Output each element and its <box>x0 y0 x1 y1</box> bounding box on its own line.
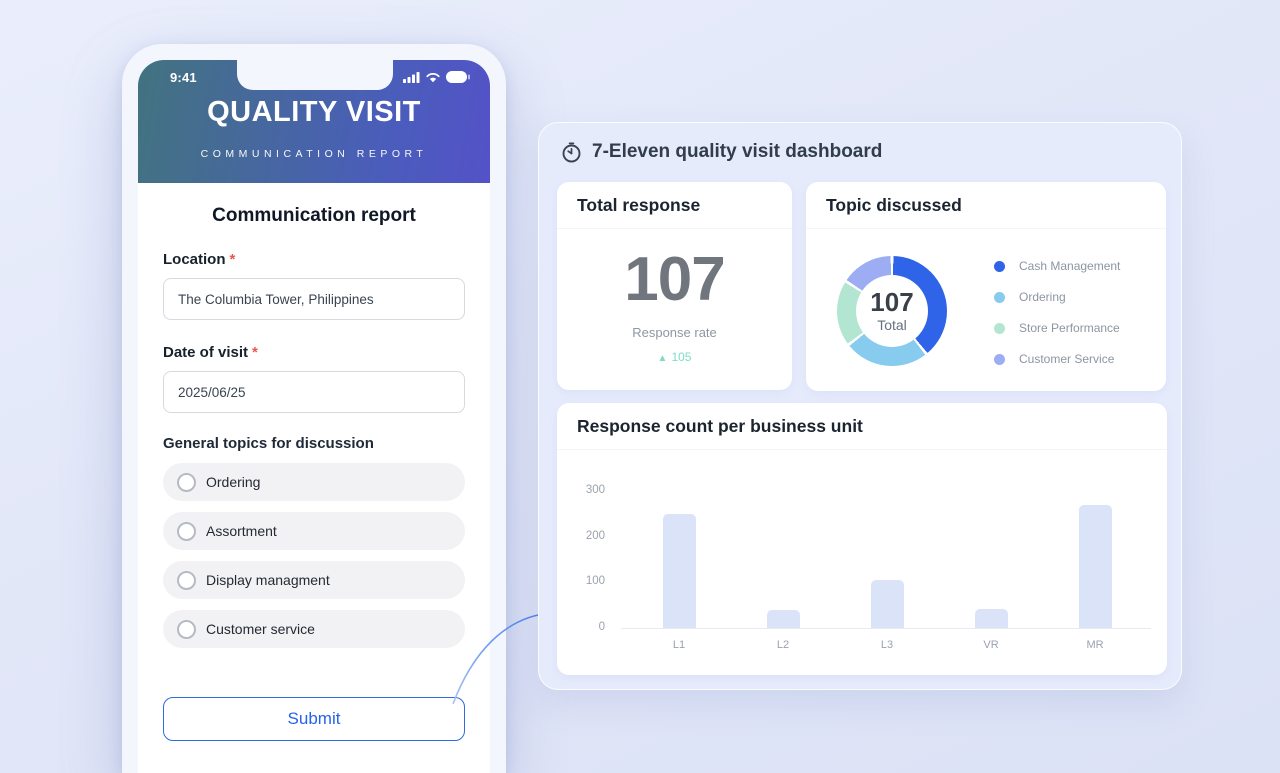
y-tick-label: 0 <box>598 621 605 633</box>
legend-label: Cash Management <box>1019 259 1121 273</box>
bar-series <box>627 403 1147 628</box>
dashboard-header: 7-Eleven quality visit dashboard <box>561 141 882 163</box>
y-tick-label: 200 <box>585 529 605 542</box>
topic-option-customer-service[interactable]: Customer service <box>163 610 465 648</box>
x-axis-line <box>621 628 1151 629</box>
donut-total-value: 107 <box>870 287 914 317</box>
legend-label: Customer Service <box>1019 352 1115 366</box>
phone-screen: 9:41 QUALITY VISIT COMMUNICATION <box>138 60 490 773</box>
radio-button[interactable] <box>177 472 196 492</box>
donut-total-label: Total <box>877 317 907 333</box>
bar-VR <box>974 609 1008 628</box>
topic-option-label: Assortment <box>206 523 277 539</box>
topic-option-assortment[interactable]: Assortment <box>163 512 465 550</box>
wifi-icon <box>426 72 440 82</box>
radio-button[interactable] <box>177 570 196 590</box>
radio-button[interactable] <box>177 619 196 639</box>
date-of-visit-input[interactable] <box>163 371 465 413</box>
response-rate-caption: Response rate <box>632 325 717 340</box>
location-label-text: Location <box>163 251 226 268</box>
dashboard-title: 7-Eleven quality visit dashboard <box>592 141 883 162</box>
topic-option-label: Ordering <box>206 474 261 490</box>
x-axis-labels: L1 L2 L3 VR MR <box>627 639 1147 651</box>
bar-L3 <box>870 580 904 628</box>
submit-button[interactable]: Submit <box>163 697 465 741</box>
x-tick-label: VR <box>983 639 999 651</box>
radio-button[interactable] <box>177 521 196 541</box>
legend-item-ordering: Ordering <box>994 290 1120 304</box>
location-input[interactable] <box>163 278 465 320</box>
y-tick-label: 300 <box>585 484 605 496</box>
response-count-card: Response count per business unit 0 100 200… <box>557 403 1167 675</box>
signal-icon <box>403 71 420 83</box>
donut-center: 107 Total <box>856 275 928 347</box>
form-heading: Communication report <box>212 205 416 226</box>
legend-dot <box>994 291 1005 303</box>
topic-discussed-title: Topic discussed <box>806 182 1166 229</box>
legend-label: Store Performance <box>1019 321 1120 335</box>
required-asterisk: * <box>229 251 236 268</box>
topics-donut-chart: 107 Total <box>837 256 947 366</box>
bar-L2 <box>766 610 800 628</box>
legend-item-cash-management: Cash Management <box>994 259 1120 273</box>
topic-option-display-management[interactable]: Display managment <box>163 561 465 599</box>
status-bar-time: 9:41 <box>170 70 197 85</box>
legend-item-customer-service: Customer Service <box>994 352 1120 366</box>
bar-L1 <box>662 514 696 628</box>
status-bar-icons <box>403 71 470 83</box>
total-response-value: 107 <box>624 245 725 314</box>
required-asterisk: * <box>252 344 258 361</box>
battery-icon <box>446 71 470 83</box>
app-subtitle: COMMUNICATION REPORT <box>200 148 428 160</box>
total-response-title: Total response <box>557 182 792 229</box>
legend-label: Ordering <box>1019 290 1066 304</box>
topic-option-label: Customer service <box>206 621 315 637</box>
legend-item-store-performance: Store Performance <box>994 321 1120 335</box>
app-title: QUALITY VISIT <box>207 96 421 128</box>
phone-notch <box>237 60 393 90</box>
communication-report-form: Communication report Location* Date of v… <box>138 205 490 741</box>
donut-legend: Cash Management Ordering Store Performan… <box>994 259 1120 366</box>
bar-MR <box>1078 505 1112 628</box>
x-tick-label: MR <box>1086 639 1104 651</box>
clock-icon <box>562 141 581 162</box>
topic-discussed-card: Topic discussed 107 Total Cash Managemen… <box>806 182 1166 391</box>
phone-mockup: 9:41 QUALITY VISIT COMMUNICATION <box>122 44 506 773</box>
response-count-title: Response count per business unit <box>557 403 1167 450</box>
dashboard-panel: 7-Eleven quality visit dashboard Total r… <box>538 122 1182 690</box>
x-tick-label: L3 <box>880 639 894 651</box>
date-of-visit-label: Date of visit * <box>163 344 465 361</box>
date-label-text: Date of visit <box>163 344 249 361</box>
topics-section-label: General topics for discussion <box>163 435 374 452</box>
topic-option-label: Display managment <box>206 572 330 588</box>
x-tick-label: L1 <box>672 639 686 651</box>
total-response-card: Total response 107 Response rate ▲ 105 <box>557 182 792 390</box>
y-tick-label: 100 <box>585 575 605 588</box>
response-rate-delta: ▲ 105 <box>557 350 792 364</box>
legend-dot <box>994 260 1005 272</box>
app-header: 9:41 QUALITY VISIT COMMUNICATION <box>138 60 490 183</box>
x-tick-label: L2 <box>776 639 790 651</box>
location-label: Location * <box>163 251 465 268</box>
delta-value: 105 <box>671 350 692 364</box>
up-triangle-icon: ▲ <box>657 353 668 364</box>
legend-dot <box>994 353 1005 365</box>
bar-chart: 0 100 200 300 L1 L2 L3 VR MR <box>557 403 1167 675</box>
legend-dot <box>994 322 1005 334</box>
topic-option-ordering[interactable]: Ordering <box>163 463 465 501</box>
